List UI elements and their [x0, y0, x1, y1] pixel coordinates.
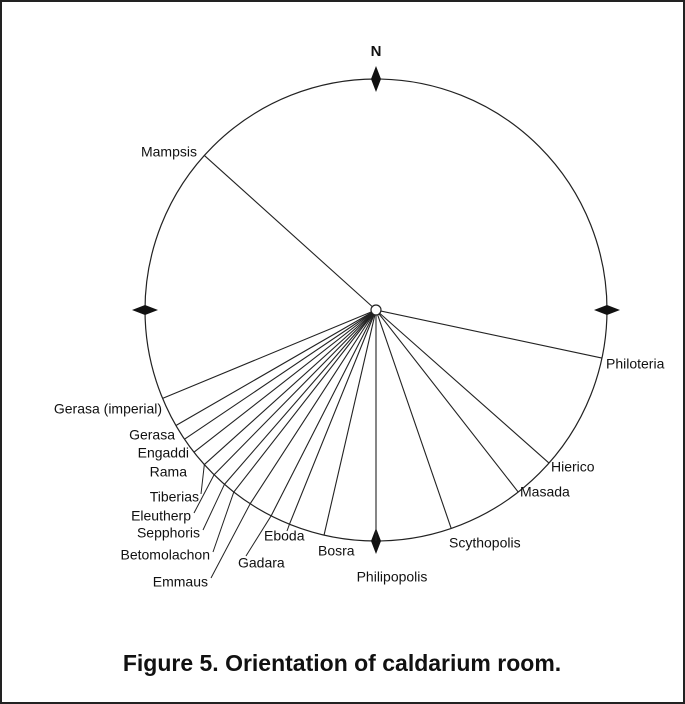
orientation-line — [193, 309, 377, 453]
orientation-line — [375, 309, 452, 529]
orientation-line — [175, 309, 377, 426]
orientation-line — [270, 309, 377, 517]
site-label: Sepphoris — [137, 525, 200, 541]
site-label: Tiberias — [150, 489, 199, 505]
orientation-line — [213, 309, 377, 476]
site-label: Rama — [150, 464, 188, 480]
orientation-line — [224, 309, 377, 485]
north-label: N — [371, 43, 382, 60]
site-label: Masada — [520, 484, 570, 500]
site-label: Scythopolis — [449, 535, 521, 551]
site-label: Gadara — [238, 555, 285, 571]
orientation-line — [375, 309, 550, 464]
site-label: Eboda — [264, 528, 305, 544]
site-label: Betomolachon — [120, 547, 210, 563]
site-label: Eleutherp — [131, 508, 191, 524]
orientation-line — [233, 309, 377, 493]
leader-line — [245, 515, 272, 557]
site-label: Philipopolis — [357, 569, 428, 585]
leader-line — [200, 464, 205, 495]
orientation-line — [162, 309, 377, 399]
site-label: Gerasa (imperial) — [54, 401, 162, 417]
leader-line — [202, 484, 225, 531]
orientation-line — [203, 309, 377, 465]
site-label: Emmaus — [153, 574, 208, 590]
orientation-line — [288, 309, 377, 525]
site-label: Philoteria — [606, 356, 665, 372]
leader-line — [212, 491, 235, 553]
orientation-line — [249, 309, 377, 505]
leader-line — [193, 474, 215, 514]
leader-line — [210, 503, 251, 579]
site-label: Hierico — [551, 459, 595, 475]
orientation-line — [323, 309, 377, 536]
site-label: Engaddi — [138, 445, 189, 461]
center — [370, 304, 382, 316]
site-label: Bosra — [318, 543, 355, 559]
site-label: Mampsis — [141, 144, 197, 160]
orientation-line — [375, 309, 603, 359]
caption: Figure 5. Orientation of caldarium room. — [123, 650, 561, 676]
orientation-line — [203, 155, 377, 311]
orientation-line — [375, 309, 519, 493]
site-label: Gerasa — [129, 427, 175, 443]
leader-line — [286, 524, 290, 532]
orientation-line — [184, 309, 377, 440]
